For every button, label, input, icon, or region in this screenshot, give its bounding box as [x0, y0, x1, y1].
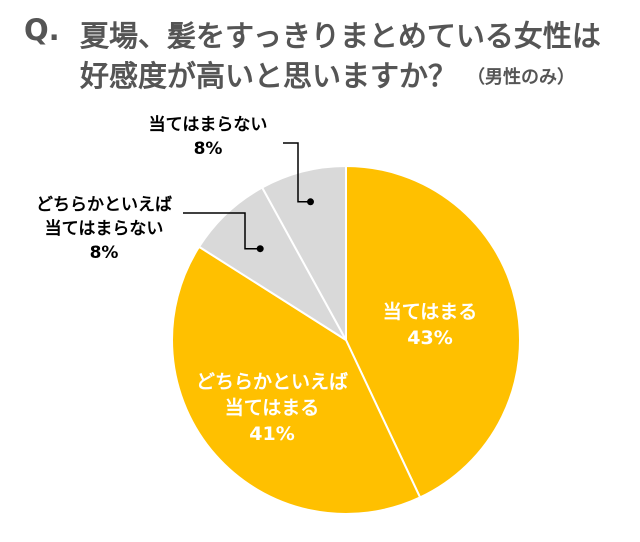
leader-line-3: [183, 212, 261, 250]
slice-value-1: 43%: [407, 327, 452, 349]
pie-labels: 当てはまる 43%どちらかといえば当てはまる 41%どちらかといえば当てはまらない 8…: [36, 114, 477, 445]
question-title: 夏場、髪をすっきりまとめている女性は 好感度が高いと思いますか？ （男性のみ）: [80, 16, 640, 98]
slice-label-3: どちらかといえば当てはまらない 8%: [36, 195, 172, 263]
slice-label-1: 当てはまる 43%: [383, 300, 478, 349]
slice-value-4: 8%: [194, 139, 223, 159]
leader-lines: [183, 142, 314, 253]
leader-dot-4: [307, 198, 314, 206]
pie-slice-2: [171, 245, 422, 515]
leader-dot-3: [256, 245, 264, 253]
slice-label-text-4: 当てはまらない: [149, 114, 268, 135]
slice-label-text-3: 当てはまらない: [45, 218, 164, 239]
slice-label-4: 当てはまらない 8%: [149, 114, 268, 159]
pie-slice-1: [345, 165, 522, 499]
slice-label-text-2: どちらかといえば: [196, 371, 348, 393]
question-note: （男性のみ）: [467, 67, 576, 88]
slice-value-3: 8%: [90, 243, 119, 263]
slice-value-2: 41%: [249, 423, 294, 445]
slice-label-text-3: どちらかといえば: [36, 195, 172, 215]
question-line-2-wrap: 好感度が高いと思いますか？ （男性のみ）: [80, 56, 640, 98]
question-line-1: 夏場、髪をすっきりまとめている女性は: [80, 19, 601, 53]
slice-label-text-2: 当てはまる: [225, 396, 320, 419]
slice-label-2: どちらかといえば当てはまる 41%: [196, 371, 348, 445]
pie-slice-4: [261, 165, 347, 341]
leader-line-4: [283, 142, 311, 203]
question-mark: Q.: [24, 13, 60, 47]
pie-slices: [171, 165, 522, 515]
slice-label-text-1: 当てはまる: [383, 300, 478, 323]
question-line-2: 好感度が高いと思いますか？: [80, 59, 458, 93]
